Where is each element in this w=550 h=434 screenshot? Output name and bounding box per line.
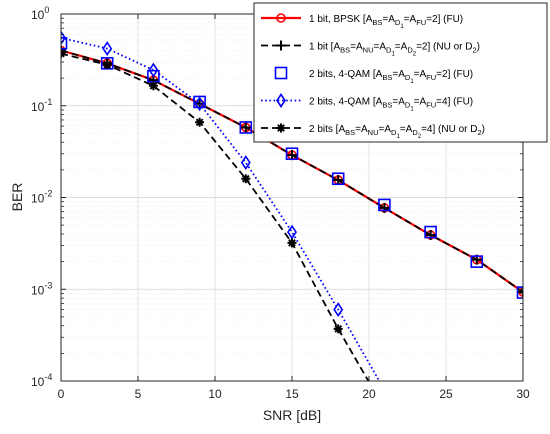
diamond-marker — [61, 30, 66, 46]
legend-label: 2 bits [ABS=ANU=AD1=AD2=4] (NU or D2) — [309, 124, 485, 140]
tick-labels: 0 5 10 15 20 25 30 100 10-1 10-2 10-3 10-4 — [31, 5, 530, 401]
asterisk-marker — [195, 117, 205, 127]
x-tick-label: 0 — [58, 387, 65, 401]
y-tick-label: 10-3 — [31, 280, 52, 297]
diamond-marker — [148, 62, 159, 78]
y-tick-label: 10-2 — [31, 189, 52, 206]
diamond-marker — [240, 155, 251, 171]
y-tick-label: 100 — [31, 5, 49, 22]
legend-box — [253, 2, 548, 143]
y-tick-label: 10-4 — [31, 372, 52, 389]
legend-entry-5: 2 bits [ABS=ANU=AD1=AD2=4] (NU or D2) — [261, 123, 485, 140]
legend-entry-4: 2 bits, 4-QAM [ABS=AD1=AFU=4] (FU) — [261, 93, 473, 113]
legend-label: 1 bit, BPSK [ABS=AD1=AFU=2] (FU) — [309, 14, 463, 30]
square-marker — [470, 255, 484, 268]
legend-label: 2 bits, 4-QAM [ABS=AD1=AFU=4] (FU) — [309, 97, 473, 113]
circle-marker — [276, 13, 286, 23]
legend-entry-2: 1 bit [ABS=ANU=AD1=AD2=2] (NU or D2) — [261, 40, 480, 58]
diamond-marker — [380, 384, 388, 396]
square-marker — [61, 36, 68, 50]
asterisk-marker — [287, 238, 297, 248]
square-marker — [285, 147, 299, 161]
diamond-marker — [276, 93, 286, 108]
asterisk-marker — [333, 324, 343, 334]
diamond-marker — [102, 41, 113, 57]
legend-label: 1 bit [ABS=ANU=AD1=AD2=2] (NU or D2) — [309, 42, 480, 58]
plus-marker — [518, 287, 523, 298]
series-line — [61, 52, 370, 381]
legend-entry-3: 2 bits, 4-QAM [ABS=AD1=AFU=2] (FU) — [274, 66, 473, 85]
ticks — [60, 13, 524, 382]
x-tick-label: 15 — [285, 387, 299, 401]
plus-marker — [287, 150, 297, 161]
square-marker — [378, 198, 391, 212]
asterisk-marker — [276, 123, 286, 133]
y-axis-label: BER — [9, 183, 25, 212]
plus-marker — [379, 202, 390, 213]
diamond-marker — [287, 224, 297, 240]
x-tick-label: 20 — [362, 387, 376, 401]
series-5 — [61, 49, 389, 413]
diamond-marker — [194, 96, 205, 112]
series-line — [61, 36, 381, 381]
asterisk-marker — [380, 404, 389, 413]
diamond-marker — [333, 302, 344, 318]
square-marker — [331, 172, 345, 186]
asterisk-marker — [148, 81, 158, 91]
x-tick-label: 25 — [439, 387, 453, 401]
x-tick-label: 5 — [135, 387, 142, 401]
square-marker — [516, 286, 523, 299]
plus-marker — [61, 45, 66, 56]
plus-marker — [276, 40, 286, 51]
x-axis-label: SNR [dB] — [263, 407, 321, 423]
asterisk-marker — [241, 174, 251, 184]
x-tick-label: 30 — [516, 387, 530, 401]
square-marker — [239, 121, 253, 134]
legend: 1 bit, BPSK [ABS=AD1=AFU=2] (FU) 1 bit [A… — [253, 2, 548, 143]
asterisk-marker — [102, 60, 112, 70]
legend-label: 2 bits, 4-QAM [ABS=AD1=AFU=2] (FU) — [309, 69, 473, 85]
x-tick-label: 10 — [208, 387, 222, 401]
plus-marker — [333, 175, 344, 186]
plus-marker — [240, 122, 251, 133]
series-4 — [61, 30, 388, 396]
y-tick-label: 10-1 — [31, 97, 52, 114]
square-marker — [274, 66, 288, 80]
series-layer — [61, 30, 523, 413]
legend-entry-1: 1 bit, BPSK [ABS=AD1=AFU=2] (FU) — [261, 13, 463, 30]
square-marker — [424, 225, 437, 239]
